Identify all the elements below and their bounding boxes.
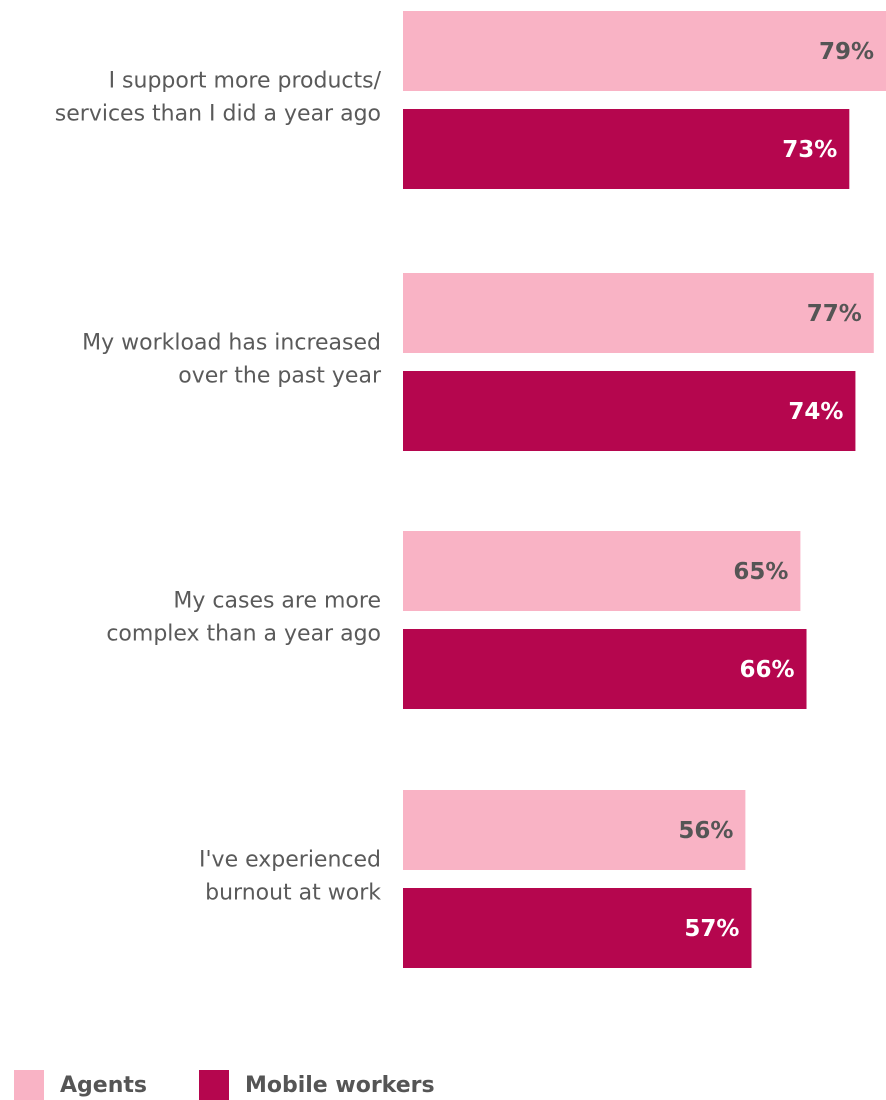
value-label-mobile-workers-i-ve-experienced-burnout-at-work: 57% xyxy=(684,916,739,942)
bar-agents-my-cases-are-more-complex-than-a-year-ago xyxy=(403,531,801,611)
bar-chart: 79% 73% I support more products/services t… xyxy=(55,11,886,968)
value-label-agents-i-ve-experienced-burnout-at-work: 56% xyxy=(678,818,733,844)
bar-agents-i-ve-experienced-burnout-at-work xyxy=(403,790,746,870)
category-label-my-cases-are-more-complex-than-a-year-ago-line-1: My cases are more xyxy=(173,589,381,614)
category-label-my-cases-are-more-complex-than-a-year-ago-line-2: complex than a year ago xyxy=(106,622,381,647)
legend: Agents Mobile workers xyxy=(14,1070,487,1100)
category-label-i-support-more-products-services-than-i-did-a-year-ago-line-2: services than I did a year ago xyxy=(55,102,381,127)
bar-mobile-workers-i-support-more-products-services-than-i-did-a-year-ago xyxy=(403,109,850,189)
legend-item-agents: Agents xyxy=(14,1070,147,1100)
value-label-mobile-workers-i-support-more-products-services-than-i-did-a-year-ago: 73% xyxy=(782,137,837,163)
value-label-agents-my-workload-has-increased-over-the-past-year: 77% xyxy=(807,301,862,327)
value-label-agents-my-cases-are-more-complex-than-a-year-ago: 65% xyxy=(733,559,788,585)
bar-agents-i-support-more-products-services-than-i-did-a-year-ago xyxy=(403,11,886,91)
legend-item-mobile-workers: Mobile workers xyxy=(198,1070,435,1100)
legend-label-agents: Agents xyxy=(60,1072,147,1098)
category-label-i-ve-experienced-burnout-at-work-line-1: I've experienced xyxy=(199,848,381,873)
category-label-i-support-more-products-services-than-i-did-a-year-ago-line-1: I support more products/ xyxy=(109,69,382,94)
legend-label-mobile-workers: Mobile workers xyxy=(244,1072,435,1098)
legend-swatch-agents xyxy=(14,1070,44,1100)
category-label-i-ve-experienced-burnout-at-work-line-2: burnout at work xyxy=(205,881,381,906)
bar-agents-my-workload-has-increased-over-the-past-year xyxy=(403,273,874,353)
legend-swatch-mobile-workers xyxy=(198,1070,229,1100)
bar-mobile-workers-my-workload-has-increased-over-the-past-year xyxy=(403,371,856,451)
category-label-my-workload-has-increased-over-the-past-year-line-2: over the past year xyxy=(178,364,382,389)
value-label-mobile-workers-my-workload-has-increased-over-the-past-year: 74% xyxy=(788,399,843,425)
category-label-my-workload-has-increased-over-the-past-year-line-1: My workload has increased xyxy=(82,331,381,356)
value-label-mobile-workers-my-cases-are-more-complex-than-a-year-ago: 66% xyxy=(739,657,794,683)
bar-mobile-workers-i-ve-experienced-burnout-at-work xyxy=(403,888,752,968)
bar-mobile-workers-my-cases-are-more-complex-than-a-year-ago xyxy=(403,629,807,709)
value-label-agents-i-support-more-products-services-than-i-did-a-year-ago: 79% xyxy=(819,39,874,65)
